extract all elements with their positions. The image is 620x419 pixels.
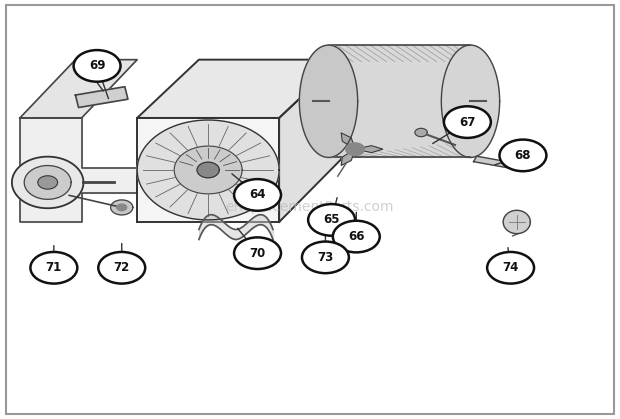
- Text: 71: 71: [46, 261, 62, 274]
- Text: 66: 66: [348, 230, 365, 243]
- Text: eReplacementParts.com: eReplacementParts.com: [226, 200, 394, 215]
- Text: 65: 65: [324, 213, 340, 226]
- Polygon shape: [24, 166, 71, 199]
- Circle shape: [444, 106, 491, 138]
- Circle shape: [234, 179, 281, 211]
- Polygon shape: [197, 162, 219, 178]
- Text: 64: 64: [249, 189, 266, 202]
- Polygon shape: [137, 118, 279, 222]
- Polygon shape: [329, 45, 471, 158]
- Polygon shape: [174, 146, 242, 194]
- Polygon shape: [38, 176, 58, 189]
- Circle shape: [74, 50, 120, 82]
- Text: 67: 67: [459, 116, 476, 129]
- Polygon shape: [355, 146, 383, 153]
- Circle shape: [30, 252, 78, 284]
- Polygon shape: [76, 87, 128, 108]
- Polygon shape: [299, 45, 358, 158]
- Polygon shape: [279, 59, 341, 222]
- Polygon shape: [415, 128, 427, 137]
- Polygon shape: [503, 210, 530, 234]
- Polygon shape: [441, 45, 500, 158]
- Polygon shape: [346, 143, 365, 155]
- Polygon shape: [20, 118, 137, 222]
- Polygon shape: [117, 204, 126, 211]
- Polygon shape: [20, 59, 137, 118]
- Text: 73: 73: [317, 251, 334, 264]
- Polygon shape: [474, 156, 523, 170]
- Text: 69: 69: [89, 59, 105, 72]
- Polygon shape: [12, 157, 84, 208]
- Circle shape: [500, 140, 546, 171]
- Circle shape: [487, 252, 534, 284]
- Circle shape: [308, 204, 355, 236]
- Circle shape: [99, 252, 145, 284]
- Polygon shape: [110, 200, 133, 215]
- Polygon shape: [137, 59, 341, 118]
- Text: 74: 74: [502, 261, 519, 274]
- Circle shape: [234, 238, 281, 269]
- Circle shape: [302, 241, 349, 273]
- Text: 68: 68: [515, 149, 531, 162]
- Text: 72: 72: [113, 261, 130, 274]
- Polygon shape: [341, 133, 355, 149]
- Text: 70: 70: [249, 247, 265, 260]
- Circle shape: [333, 221, 379, 252]
- Polygon shape: [137, 120, 279, 220]
- Polygon shape: [341, 149, 355, 166]
